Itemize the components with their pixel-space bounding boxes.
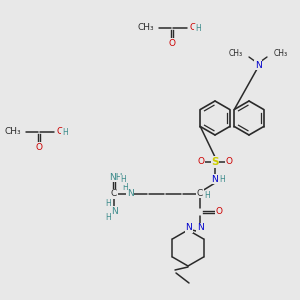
Text: O: O <box>35 142 43 152</box>
Text: H: H <box>120 176 126 184</box>
Text: H: H <box>219 176 225 184</box>
Text: H: H <box>195 24 200 33</box>
Text: CH₃: CH₃ <box>4 128 21 136</box>
Text: O: O <box>215 208 223 217</box>
Text: O: O <box>197 158 205 166</box>
Text: CH₃: CH₃ <box>274 50 288 58</box>
Text: O: O <box>226 158 232 166</box>
Text: C: C <box>111 190 117 199</box>
Text: N: N <box>127 190 134 199</box>
Text: O: O <box>169 38 176 47</box>
Text: NH: NH <box>109 172 123 182</box>
Text: H: H <box>204 191 210 200</box>
Text: S: S <box>211 157 219 167</box>
Text: H: H <box>105 212 111 221</box>
Text: CH₃: CH₃ <box>137 23 154 32</box>
Text: CH₃: CH₃ <box>228 50 242 58</box>
Text: N: N <box>212 175 218 184</box>
Text: N: N <box>196 224 203 232</box>
Text: H: H <box>105 200 111 208</box>
Text: H: H <box>62 128 68 137</box>
Text: O: O <box>56 128 64 136</box>
Text: H: H <box>122 182 128 191</box>
Text: N: N <box>255 61 261 70</box>
Text: C: C <box>197 188 203 197</box>
Text: O: O <box>190 23 196 32</box>
Text: N: N <box>112 206 118 215</box>
Text: N: N <box>186 224 192 232</box>
